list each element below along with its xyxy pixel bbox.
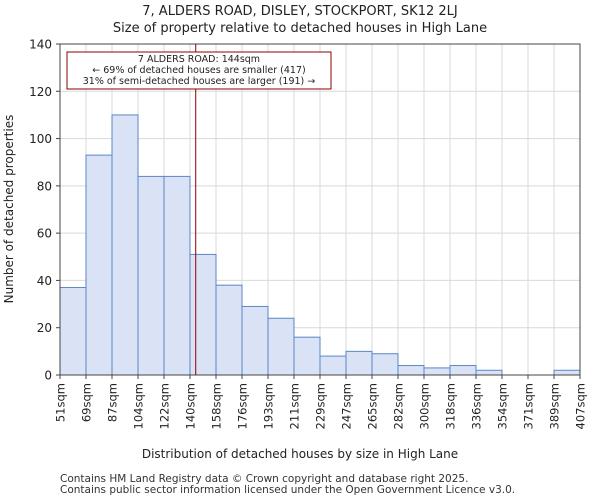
bar-8 [267,317,295,376]
x-tick-label-11: 247sqm [340,383,354,429]
bar-1 [85,154,113,376]
y-tick-label-0: 0 [44,369,52,383]
bar-4 [163,175,191,376]
x-tick-label-9: 211sqm [288,383,302,429]
y-tick-label-7: 140 [29,38,52,52]
annotation-line-3: 31% of semi-detached houses are larger (… [83,76,316,87]
bar-16 [475,369,503,376]
bar-11 [345,350,373,376]
y-tick-label-4: 80 [37,179,52,193]
y-tick-label-2: 40 [37,274,52,288]
y-tick-label-5: 100 [29,132,52,146]
x-tick-label-4: 122sqm [158,383,172,429]
bar-0 [59,287,87,376]
annotation-line-1: 7 ALDERS ROAD: 144sqm [138,54,260,65]
bar-9 [293,336,321,376]
x-tick-label-3: 104sqm [132,383,146,429]
annotation-line-2: ← 69% of detached houses are smaller (41… [92,65,305,76]
bar-7 [241,305,269,376]
x-tick-label-16: 336sqm [470,383,484,429]
x-tick-label-20: 407sqm [574,383,588,429]
bar-6 [215,284,243,376]
footer-line-2: Contains public sector information licen… [60,484,516,496]
x-tick-label-0: 51sqm [54,383,68,422]
x-tick-label-6: 158sqm [210,383,224,429]
y-tick-label-1: 20 [37,321,52,335]
y-tick-label-3: 60 [37,227,52,241]
bar-13 [397,365,425,376]
x-tick-label-14: 300sqm [418,383,432,429]
bar-10 [319,355,347,376]
x-tick-label-8: 193sqm [262,383,276,429]
y-tick-label-6: 120 [29,85,52,99]
bar-14 [423,367,451,376]
bars [59,114,581,376]
x-tick-labels: 51sqm 69sqm 87sqm 104sqm 122sqm 140sqm 158sqm 1… [54,375,588,429]
x-tick-label-18: 371sqm [522,383,536,429]
bar-12 [371,353,399,376]
marker-annotation: 7 ALDERS ROAD: 144sqm ← 69% of detached … [66,51,332,90]
x-tick-label-2: 87sqm [106,383,120,422]
x-tick-label-12: 265sqm [366,383,380,429]
bar-3 [137,175,165,376]
y-tick-labels: 0 20 40 60 80 100 120 140 [29,38,60,383]
x-tick-label-15: 318sqm [444,383,458,429]
x-tick-label-1: 69sqm [80,383,94,422]
bar-15 [449,365,477,376]
x-tick-label-10: 229sqm [314,383,328,429]
footer-line-1: Contains HM Land Registry data © Crown c… [60,473,469,485]
bar-19 [553,369,581,376]
x-tick-label-13: 282sqm [392,383,406,429]
chart-title: 7, ALDERS ROAD, DISLEY, STOCKPORT, SK12 … [142,4,458,19]
bar-5 [189,253,217,376]
x-tick-label-17: 354sqm [496,383,510,429]
bar-2 [111,114,139,376]
chart-subtitle: Size of property relative to detached ho… [112,21,488,36]
x-tick-label-7: 176sqm [236,383,250,429]
annotation-box [66,51,332,90]
x-tick-label-5: 140sqm [184,383,198,429]
y-axis-label: Number of detached properties [2,115,16,304]
x-tick-label-19: 389sqm [548,383,562,429]
x-axis-label: Distribution of detached houses by size … [142,447,458,461]
